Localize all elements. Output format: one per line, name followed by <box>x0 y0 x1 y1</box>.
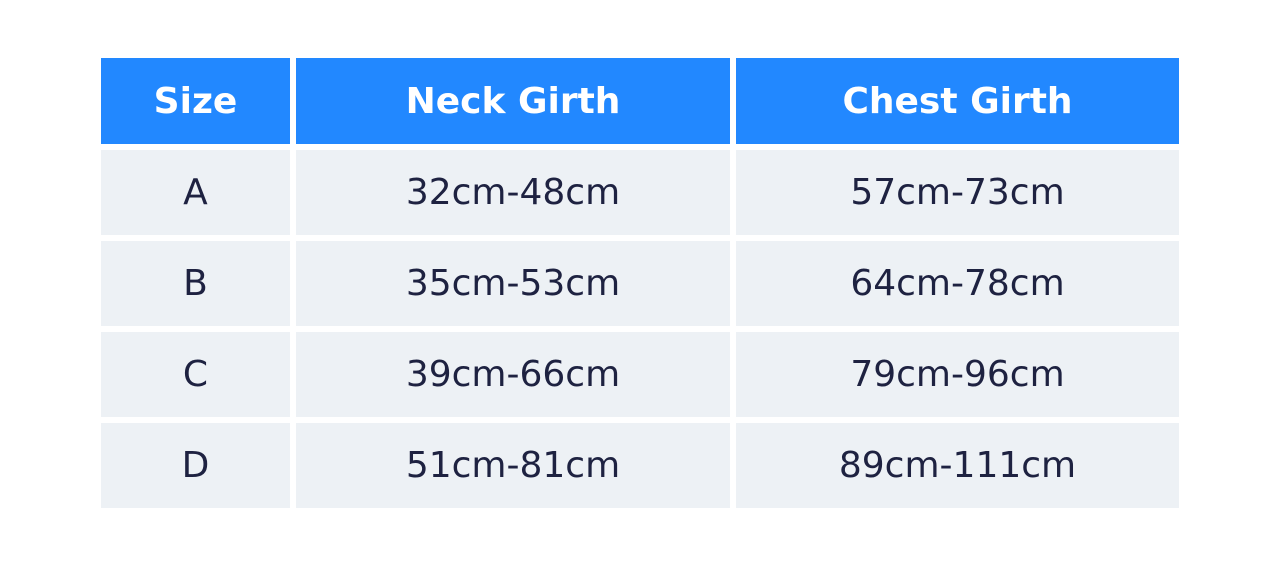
cell-size: A <box>101 150 290 235</box>
cell-neck-girth: 51cm-81cm <box>296 423 730 508</box>
cell-neck-girth: 32cm-48cm <box>296 150 730 235</box>
cell-neck-girth: 35cm-53cm <box>296 241 730 326</box>
header-neck-girth: Neck Girth <box>296 58 730 144</box>
header-chest-girth: Chest Girth <box>736 58 1179 144</box>
cell-chest-girth: 64cm-78cm <box>736 241 1179 326</box>
cell-chest-girth: 89cm-111cm <box>736 423 1179 508</box>
cell-size: D <box>101 423 290 508</box>
cell-size: C <box>101 332 290 417</box>
cell-neck-girth: 39cm-66cm <box>296 332 730 417</box>
cell-chest-girth: 57cm-73cm <box>736 150 1179 235</box>
cell-chest-girth: 79cm-96cm <box>736 332 1179 417</box>
header-size: Size <box>101 58 290 144</box>
cell-size: B <box>101 241 290 326</box>
